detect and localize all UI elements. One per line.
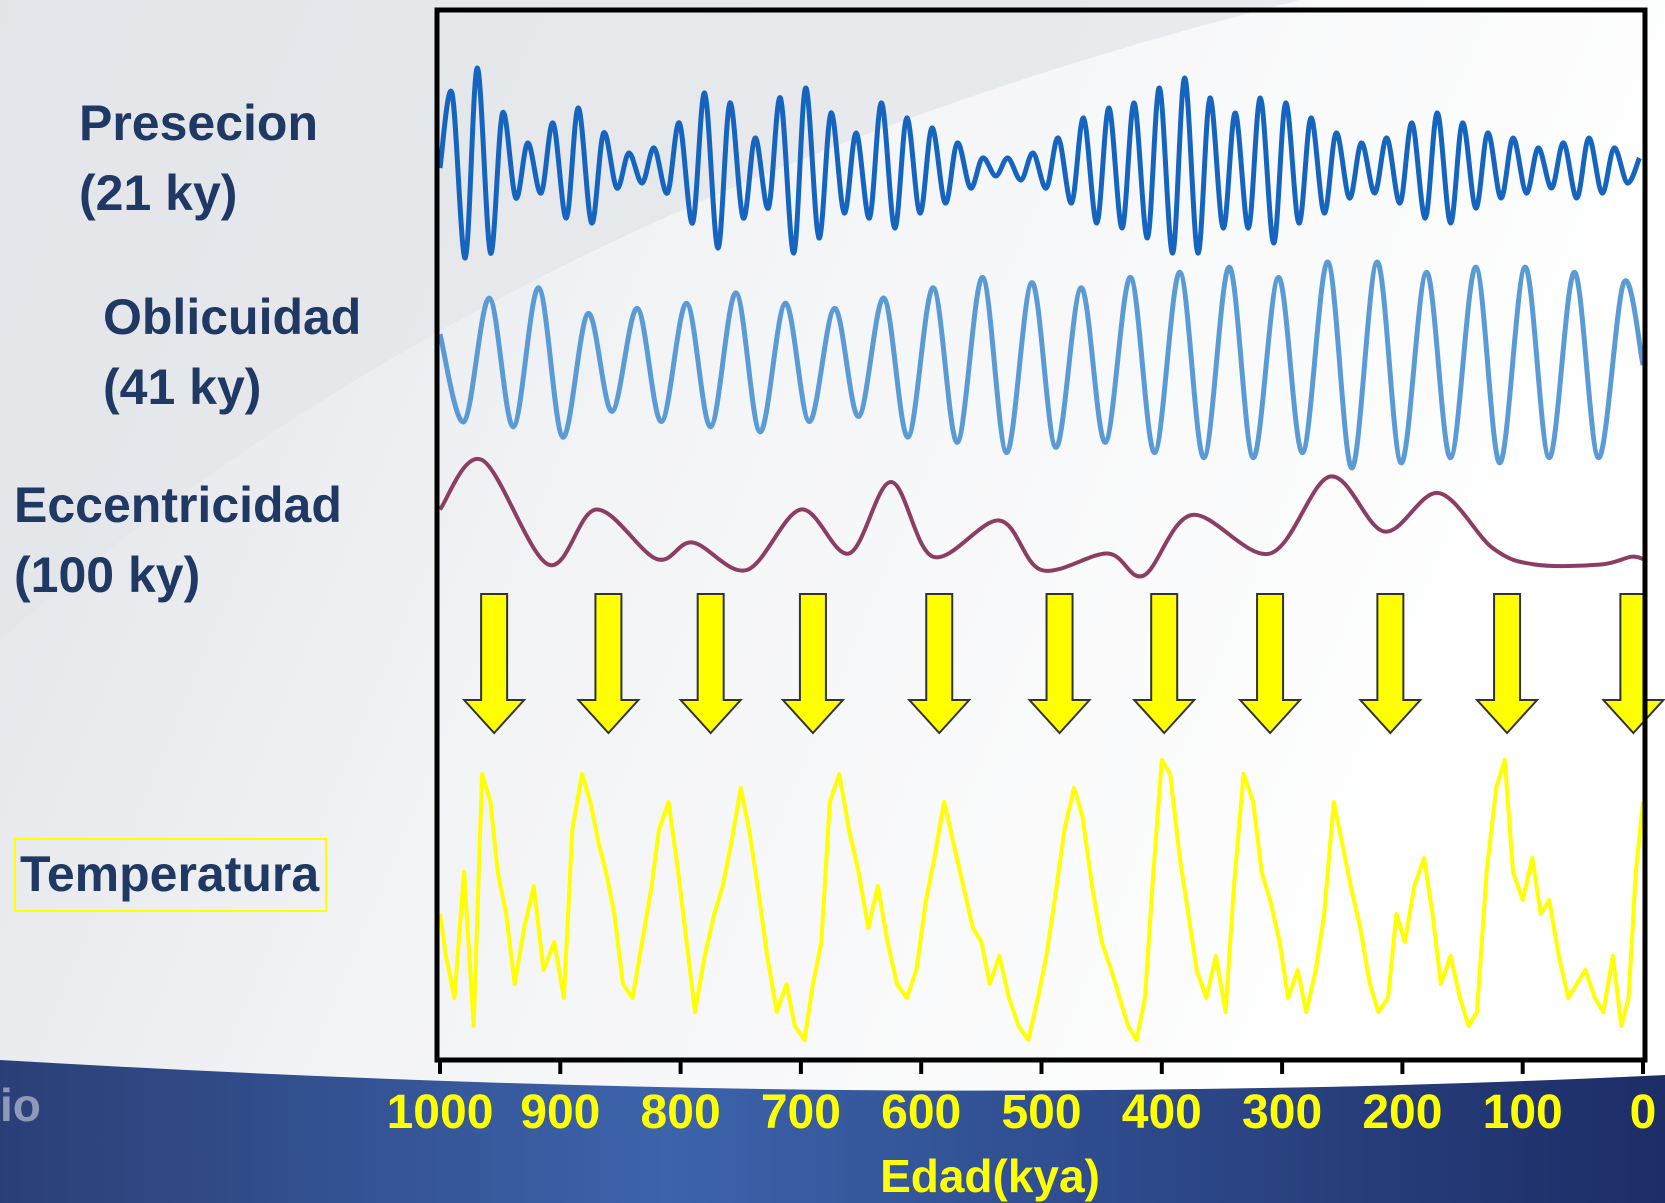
obliquity-name: Oblicuidad (103, 289, 362, 345)
down-arrow-icon (1027, 593, 1092, 735)
eccentricity-line (438, 456, 1644, 579)
temperature-label: Temperatura (14, 838, 328, 912)
precession-line (437, 65, 1642, 261)
x-tick-label: 100 (1483, 1086, 1563, 1139)
x-axis: 1000 900 800 700 600 500 400 300 200 100 0 (387, 1060, 1657, 1139)
precession-period: (21 ky) (79, 165, 238, 221)
temperature-line (438, 758, 1645, 1042)
down-arrow-icon (461, 593, 527, 735)
precession-label: Presecion (21 ky) (79, 88, 318, 228)
x-tick-label: 700 (761, 1086, 841, 1139)
down-arrow-icon (678, 593, 743, 735)
obliquity-label: Oblicuidad (41 ky) (103, 282, 361, 422)
x-tick-label: 0 (1630, 1086, 1657, 1139)
down-arrow-icon (1358, 593, 1423, 735)
x-tick-label: 300 (1242, 1086, 1322, 1139)
temperature-name: Temperatura (20, 846, 320, 902)
arrow-layer (461, 593, 1665, 735)
x-tick-label: 600 (881, 1086, 961, 1139)
down-arrow-icon (780, 593, 846, 735)
down-arrow-icon (576, 593, 641, 735)
x-tick-label: 900 (520, 1086, 600, 1139)
down-arrow-icon (1237, 593, 1303, 735)
x-tick-label: 500 (1001, 1086, 1081, 1139)
down-arrow-icon (1131, 593, 1197, 735)
slide-corner-text: io (0, 1079, 41, 1131)
precession-name: Presecion (79, 95, 319, 151)
x-tick-label: 1000 (387, 1086, 494, 1139)
series-layer (437, 65, 1646, 1042)
eccentricity-period: (100 ky) (14, 547, 201, 603)
down-arrow-icon (1474, 593, 1540, 735)
x-axis-title: Edad(kya) (880, 1150, 1100, 1202)
eccentricity-label: Eccentricidad (100 ky) (14, 470, 342, 610)
obliquity-period: (41 ky) (103, 359, 262, 415)
x-tick-label: 200 (1362, 1086, 1442, 1139)
x-tick-label: 400 (1122, 1086, 1202, 1139)
down-arrow-icon (906, 593, 972, 735)
eccentricity-name: Eccentricidad (14, 477, 342, 533)
down-arrow-icon (1601, 593, 1665, 735)
x-tick-label: 800 (641, 1086, 721, 1139)
obliquity-line (437, 259, 1646, 471)
